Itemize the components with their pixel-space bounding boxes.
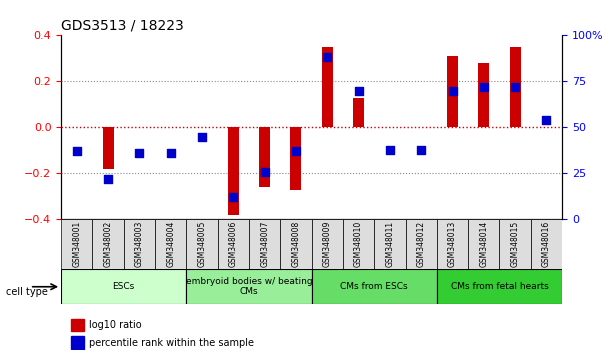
Bar — [510, 47, 521, 127]
FancyBboxPatch shape — [531, 219, 562, 269]
FancyBboxPatch shape — [249, 219, 280, 269]
Point — [197, 134, 207, 139]
FancyBboxPatch shape — [218, 219, 249, 269]
Text: GSM348011: GSM348011 — [386, 221, 394, 267]
Point — [260, 169, 269, 175]
Text: GDS3513 / 18223: GDS3513 / 18223 — [61, 19, 184, 33]
Bar — [478, 63, 489, 127]
Point — [541, 117, 551, 123]
Point — [72, 149, 82, 154]
Point — [448, 88, 458, 93]
Bar — [447, 56, 458, 127]
Bar — [228, 127, 239, 215]
Point — [323, 55, 332, 60]
Text: GSM348015: GSM348015 — [511, 221, 519, 267]
FancyBboxPatch shape — [92, 219, 123, 269]
FancyBboxPatch shape — [312, 219, 343, 269]
FancyBboxPatch shape — [155, 219, 186, 269]
FancyBboxPatch shape — [312, 269, 437, 304]
Text: embryoid bodies w/ beating
CMs: embryoid bodies w/ beating CMs — [186, 277, 312, 296]
Text: ESCs: ESCs — [112, 282, 135, 291]
Text: GSM348009: GSM348009 — [323, 221, 332, 268]
Point — [291, 149, 301, 154]
Text: CMs from fetal hearts: CMs from fetal hearts — [451, 282, 548, 291]
Point — [479, 84, 489, 90]
Point — [134, 150, 144, 156]
Text: GSM348002: GSM348002 — [104, 221, 112, 267]
Bar — [103, 127, 114, 169]
Point — [385, 147, 395, 152]
Text: log10 ratio: log10 ratio — [89, 320, 141, 330]
Bar — [290, 127, 301, 190]
Text: cell type: cell type — [6, 287, 48, 297]
Text: GSM348012: GSM348012 — [417, 221, 426, 267]
Bar — [71, 319, 84, 331]
Text: GSM348004: GSM348004 — [166, 221, 175, 268]
Text: GSM348008: GSM348008 — [291, 221, 301, 267]
Text: GSM348005: GSM348005 — [197, 221, 207, 268]
Bar — [71, 336, 84, 349]
Text: GSM348010: GSM348010 — [354, 221, 363, 267]
Bar — [259, 127, 270, 187]
Point — [166, 150, 175, 156]
Text: GSM348013: GSM348013 — [448, 221, 457, 267]
Text: GSM348007: GSM348007 — [260, 221, 269, 268]
FancyBboxPatch shape — [437, 219, 468, 269]
Bar — [322, 47, 333, 127]
Text: GSM348006: GSM348006 — [229, 221, 238, 268]
Point — [354, 88, 364, 93]
Point — [229, 195, 238, 200]
Bar — [353, 97, 364, 127]
FancyBboxPatch shape — [500, 219, 531, 269]
FancyBboxPatch shape — [61, 269, 186, 304]
FancyBboxPatch shape — [61, 219, 92, 269]
FancyBboxPatch shape — [406, 219, 437, 269]
FancyBboxPatch shape — [186, 219, 218, 269]
FancyBboxPatch shape — [374, 219, 406, 269]
FancyBboxPatch shape — [343, 219, 374, 269]
Text: percentile rank within the sample: percentile rank within the sample — [89, 338, 254, 348]
Text: GSM348014: GSM348014 — [480, 221, 488, 267]
Point — [103, 176, 113, 182]
FancyBboxPatch shape — [123, 219, 155, 269]
Text: CMs from ESCs: CMs from ESCs — [340, 282, 408, 291]
Text: GSM348003: GSM348003 — [135, 221, 144, 268]
Point — [416, 147, 426, 152]
Text: GSM348001: GSM348001 — [72, 221, 81, 267]
Point — [510, 84, 520, 90]
FancyBboxPatch shape — [437, 269, 562, 304]
Text: GSM348016: GSM348016 — [542, 221, 551, 267]
FancyBboxPatch shape — [280, 219, 312, 269]
FancyBboxPatch shape — [186, 269, 312, 304]
FancyBboxPatch shape — [468, 219, 500, 269]
